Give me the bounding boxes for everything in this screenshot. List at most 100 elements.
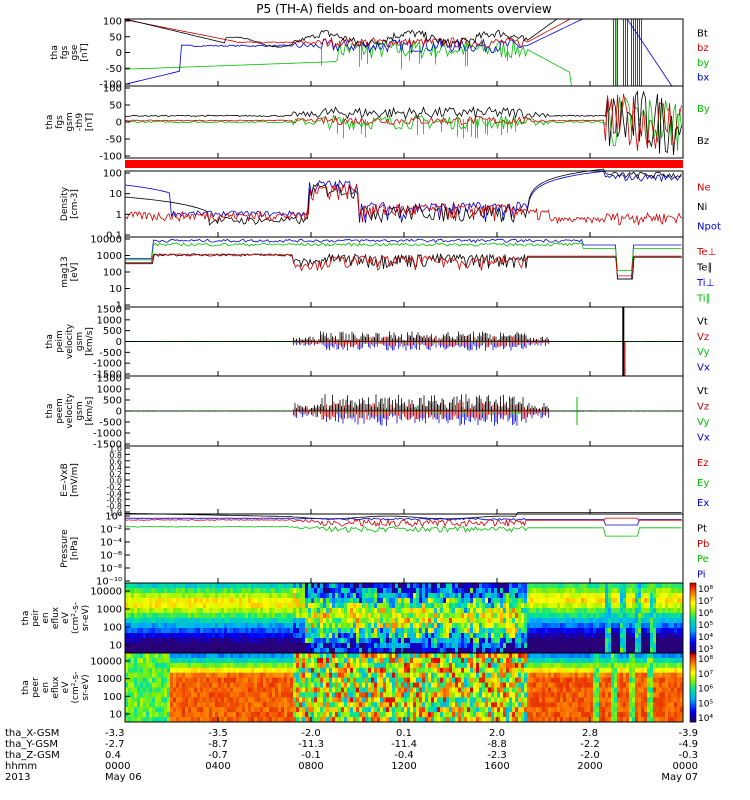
spectrogram-cell [287, 677, 291, 683]
spectrogram-cell [197, 687, 201, 693]
spectrogram-cell [407, 717, 411, 723]
spectrogram-cell [356, 633, 360, 639]
spectrogram-cell [506, 628, 510, 634]
spectrogram-cell [530, 648, 534, 654]
spectrogram-cell [386, 653, 390, 659]
spectrogram-cell [665, 638, 669, 644]
spectrogram-cell [263, 608, 267, 614]
spectrogram-cell [461, 588, 465, 594]
spectrogram-cell [434, 712, 438, 718]
spectrogram-cell [266, 717, 270, 723]
spectrogram-cell [437, 638, 441, 644]
spectrogram-cell [350, 593, 354, 599]
spectrogram-cell [524, 682, 528, 688]
spectrogram-cell [455, 682, 459, 688]
spectrogram-cell [473, 707, 477, 713]
spectrogram-cell [326, 623, 330, 629]
spectrogram-cell [401, 682, 405, 688]
spectrogram-cell [272, 618, 276, 624]
spectrogram-cell [179, 657, 183, 664]
spectrogram-cell [206, 677, 210, 683]
y-axis-exb: 1.00.80.60.40.20.0-0.2-0.4-0.6-0.8-1.0 [106, 445, 130, 518]
legend-entry: Vx [697, 432, 710, 443]
spectrogram-cell [617, 598, 621, 604]
spectrogram-cell [650, 648, 654, 654]
spectrogram-cell [563, 702, 567, 708]
spectrogram-cell [278, 702, 282, 708]
spectrogram-cell [464, 648, 468, 654]
spectrogram-cell [362, 657, 366, 664]
spectrogram-cell [605, 618, 609, 624]
spectrogram-cell [551, 662, 555, 669]
spectrogram-cell [272, 702, 276, 708]
spectrogram-cell [605, 643, 609, 649]
spectrogram-cell [596, 588, 600, 594]
spectrogram-cell [413, 638, 417, 644]
spectrogram-cell [287, 588, 291, 594]
spectrogram-cell [524, 618, 528, 624]
spectrogram-cell [581, 638, 585, 644]
spectrogram-cell [368, 643, 372, 649]
spectrogram-cell [620, 623, 624, 629]
spectrogram-cell [305, 633, 309, 639]
spectrogram-cell [335, 648, 339, 654]
spectrogram-cell [227, 623, 231, 629]
spectrogram-cell [422, 677, 426, 683]
spectrogram-cell [524, 628, 528, 634]
spectrogram-cell [428, 638, 432, 644]
spectrogram-cell [560, 618, 564, 624]
spectrogram-cell [476, 583, 480, 589]
spectrogram-cell [530, 692, 534, 698]
spectrogram-cell [338, 687, 342, 693]
spectrogram-cell [446, 648, 450, 654]
spectrogram-cell [194, 687, 198, 693]
spectrogram-cell [386, 657, 390, 664]
spectrogram-cell [479, 638, 483, 644]
spectrogram-cell [536, 717, 540, 723]
spectrogram-cell [419, 667, 423, 674]
spectrogram-cell [266, 672, 270, 679]
spectrogram-cell [242, 702, 246, 708]
y-label-line: sr-eV) [81, 605, 91, 631]
spectrogram-cell [152, 653, 156, 659]
spectrogram-cell [272, 657, 276, 664]
spectrogram-cell [284, 707, 288, 713]
spectrogram-cell [140, 707, 144, 713]
spectrogram-cell [221, 593, 225, 599]
y-tick-label: 1500 [97, 374, 122, 385]
spectrogram-cell [155, 623, 159, 629]
spectrogram-cell [413, 653, 417, 659]
spectrogram-cell [470, 692, 474, 698]
spectrogram-cell [161, 623, 165, 629]
spectrogram-cell [368, 633, 372, 639]
spectrogram-cell [359, 623, 363, 629]
spectrogram-cell [227, 687, 231, 693]
spectrogram-cell [257, 588, 261, 594]
spectrogram-cell [158, 603, 162, 609]
spectrogram-cell [356, 638, 360, 644]
spectrogram-cell [452, 677, 456, 683]
spectrogram-cell [434, 598, 438, 604]
y-label-exb: E=-VxB [mV/m] [60, 463, 80, 497]
spectrogram-cell [377, 657, 381, 664]
spectrogram-cell [221, 598, 225, 604]
spectrogram-cell [194, 593, 198, 599]
spectrogram-cell [149, 662, 153, 669]
spectrogram-cell [674, 608, 678, 614]
spectrogram-cell [629, 593, 633, 599]
spectrogram-cell [332, 653, 336, 659]
spectrogram-cell [485, 593, 489, 599]
spectrogram-cell [644, 588, 648, 594]
spectrogram-cell [605, 603, 609, 609]
spectrogram-cell [671, 588, 675, 594]
spectrogram-cell [500, 707, 504, 713]
plot-area-peim_vel [125, 307, 683, 376]
spectrogram-cell [374, 682, 378, 688]
spectrogram-cell [530, 643, 534, 649]
spectrogram-cell [290, 697, 294, 703]
spectrogram-cell [446, 628, 450, 634]
spectrogram-cell [176, 702, 180, 708]
spectrogram-cell [176, 712, 180, 718]
spectrogram-cell [266, 697, 270, 703]
